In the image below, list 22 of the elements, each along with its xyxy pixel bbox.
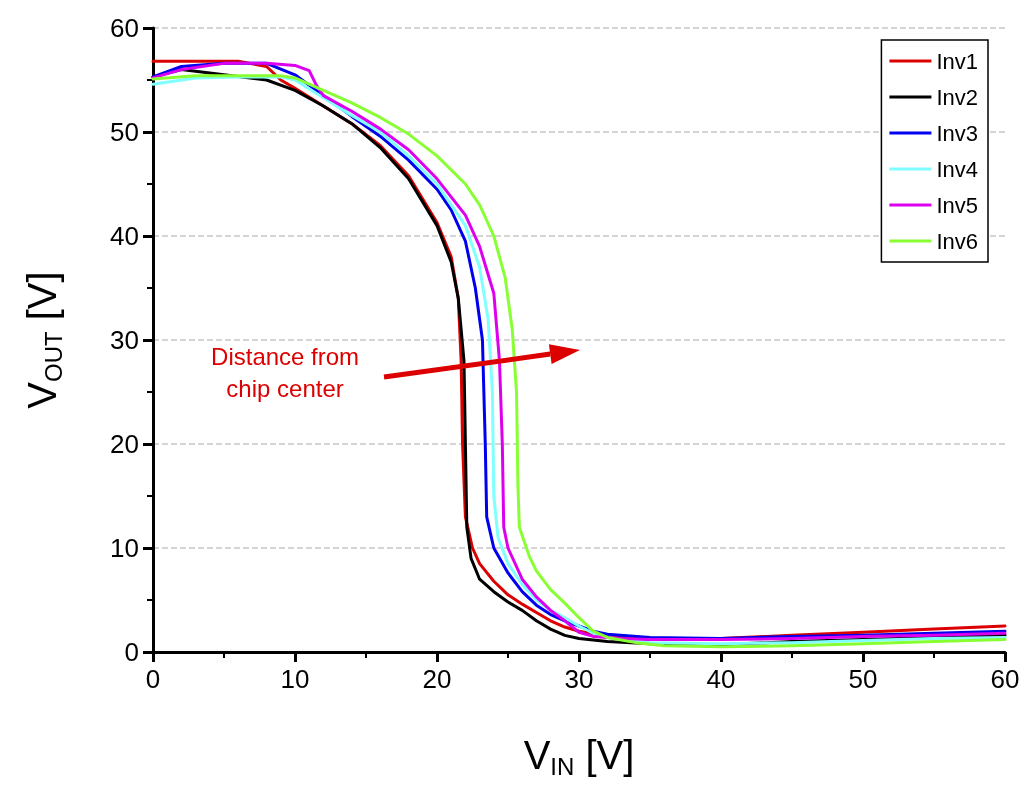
y-tick-label: 10	[110, 533, 139, 563]
y-tick-label: 0	[124, 637, 139, 667]
x-tick-label: 30	[564, 664, 594, 694]
annotation: Distance from chip center	[211, 342, 360, 402]
y-tick-label: 30	[110, 325, 139, 355]
x-tick-label: 50	[848, 664, 878, 694]
x-tick-label: 40	[706, 664, 736, 694]
y-tick-label: 20	[110, 429, 139, 459]
x-tick-label: 10	[280, 664, 310, 694]
legend-label: Inv4	[936, 156, 979, 182]
y-tick-label: 40	[110, 221, 139, 251]
x-tick-label: 0	[145, 664, 161, 694]
x-tick-label: 20	[422, 664, 452, 694]
legend-label: Inv2	[936, 84, 979, 110]
legend-label: Inv3	[936, 120, 979, 146]
y-tick-label: 50	[110, 117, 139, 147]
legend-label: Inv5	[936, 192, 979, 218]
legend-label: Inv6	[936, 228, 979, 254]
y-axis-title: VOUT [V]	[20, 271, 67, 409]
y-tick-label: 60	[110, 13, 139, 43]
legend-label: Inv1	[936, 48, 979, 74]
x-tick-label: 60	[990, 664, 1020, 694]
